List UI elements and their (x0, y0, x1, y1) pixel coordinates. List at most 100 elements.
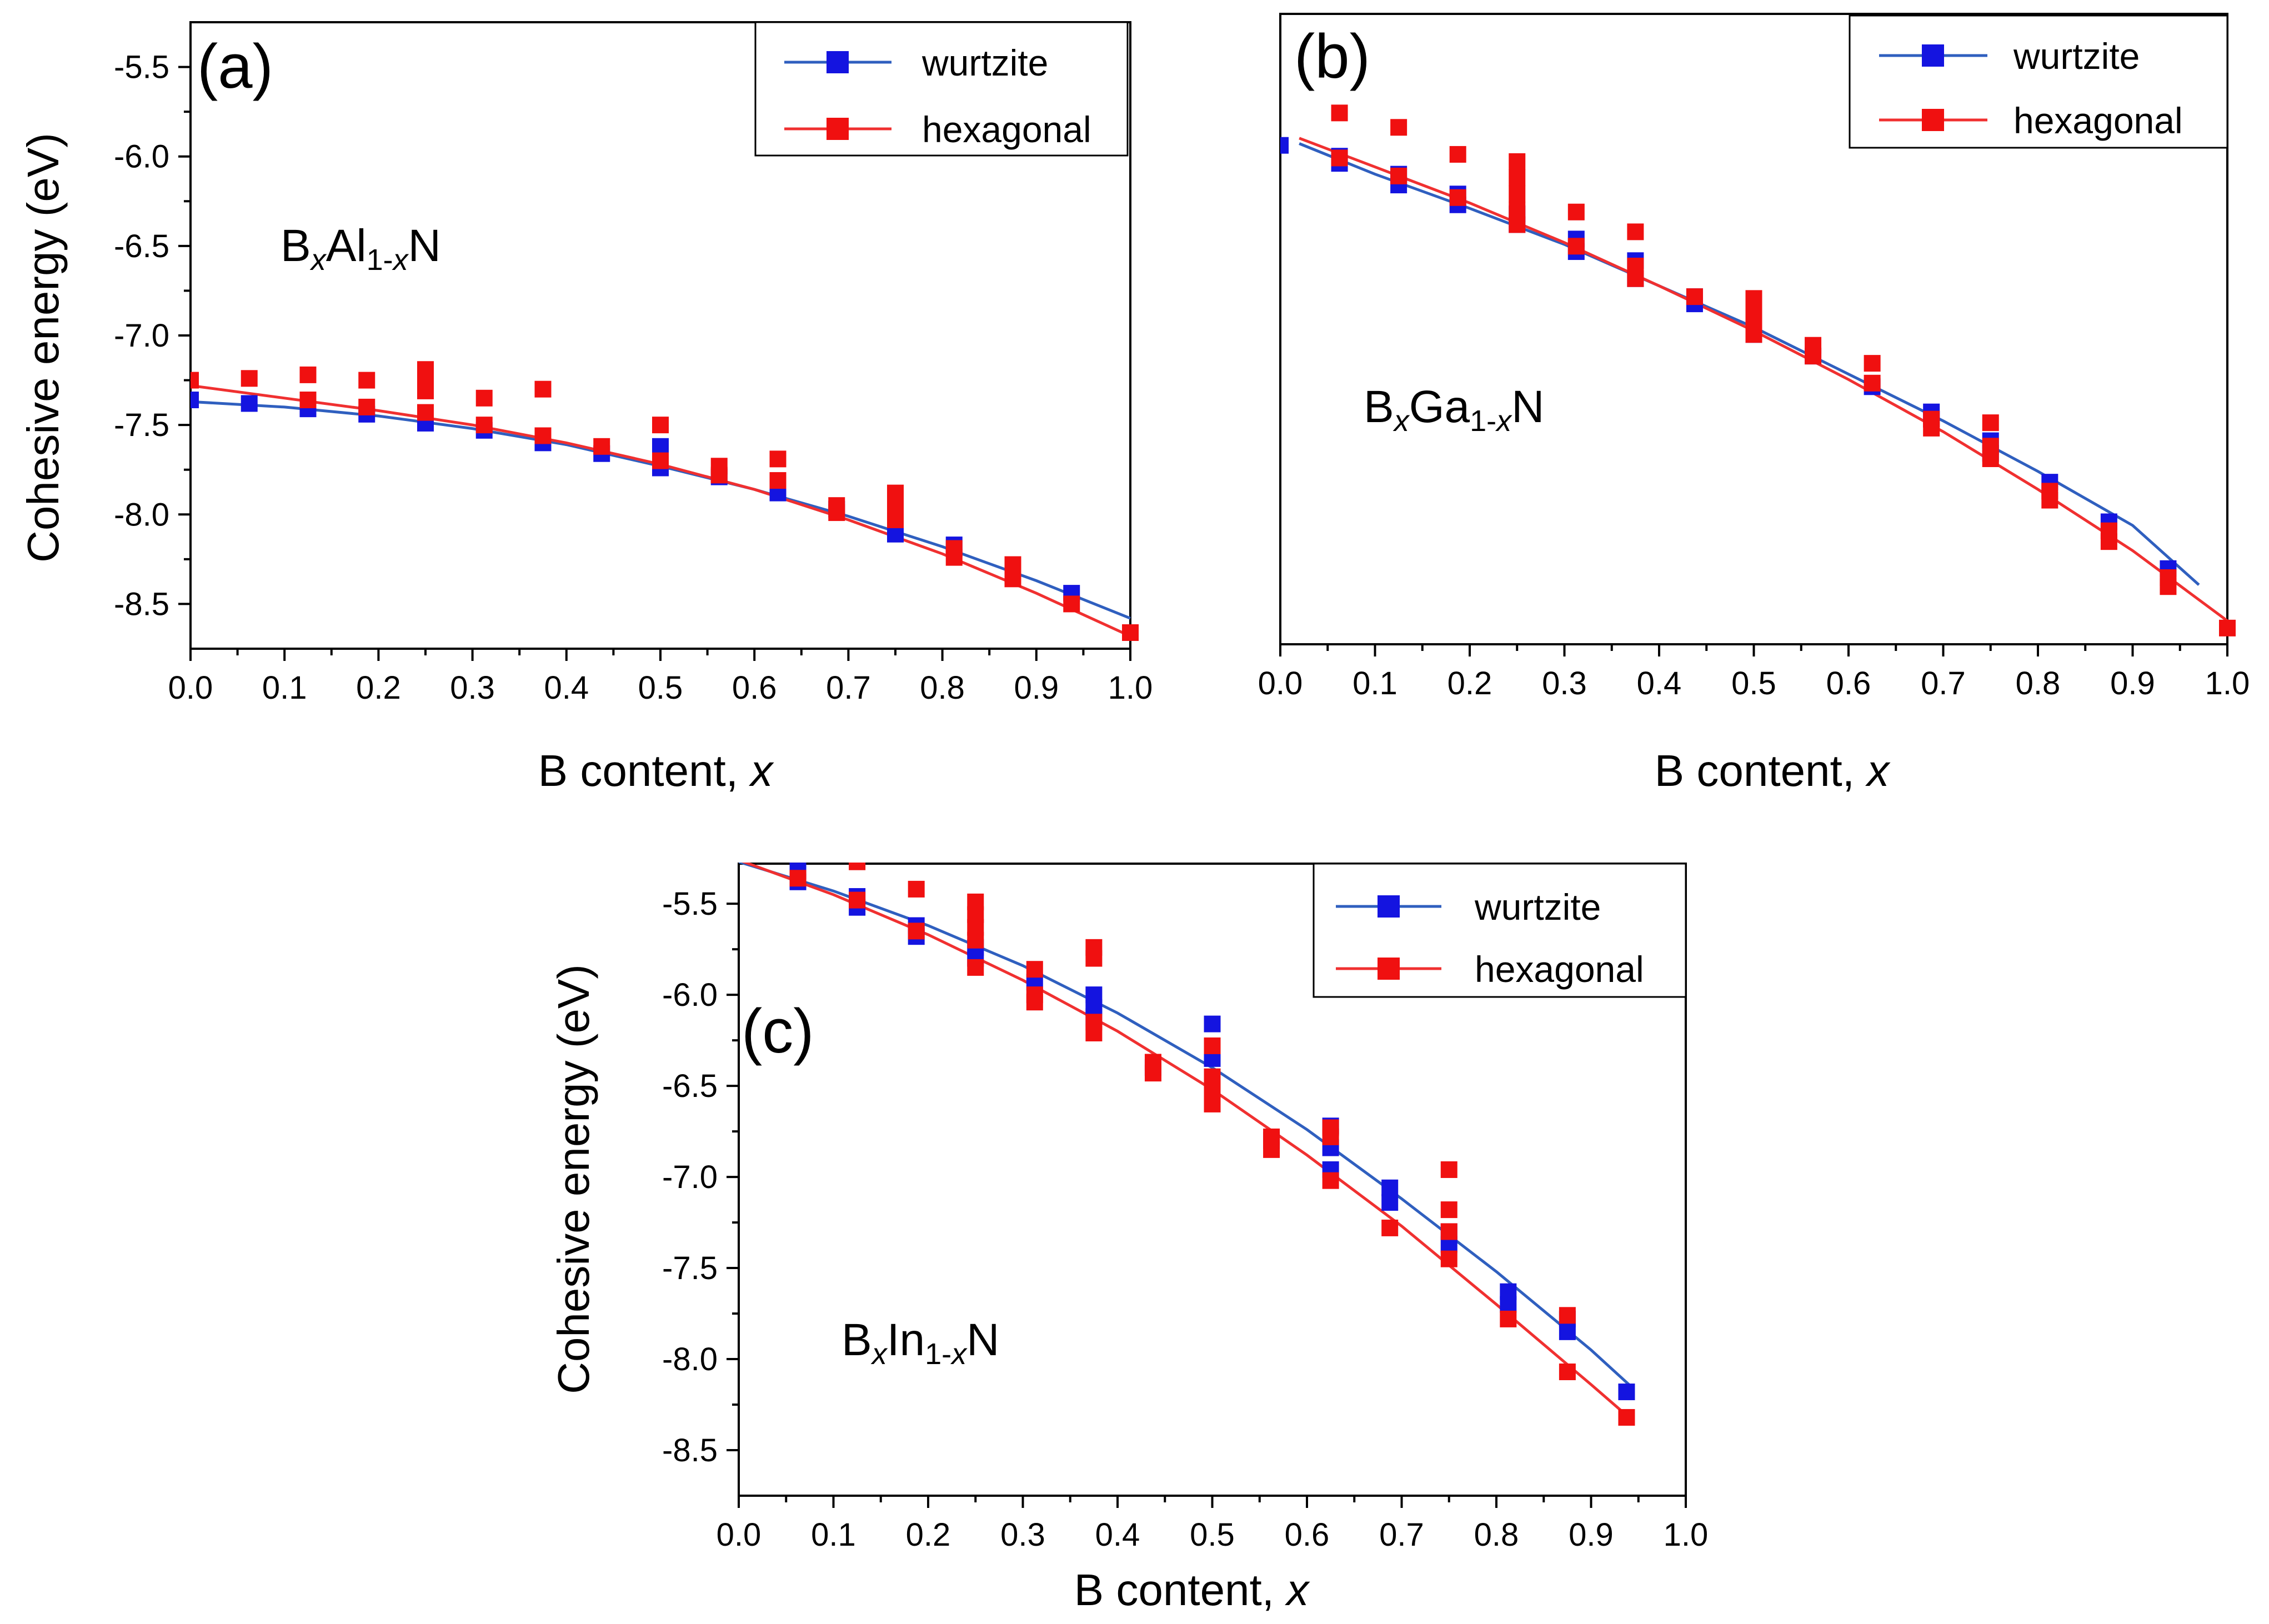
panel-a-xlabel: B content, x (538, 746, 774, 795)
panel-c-xtick-label: 0.7 (1379, 1517, 1424, 1553)
panel-b-xtick-label: 0.6 (1826, 665, 1871, 701)
panel-a-point-hexagonal (945, 549, 963, 566)
panel-a-compound-base: B (281, 220, 311, 271)
panel-a-ytick-label: -7.0 (114, 318, 169, 354)
panel-b-compound-base: B (1364, 382, 1394, 432)
panel-c-ytick-label: -6.0 (662, 977, 718, 1013)
panel-a-xlabel-text: B content, (538, 746, 750, 795)
panel-b-markers (1280, 104, 2236, 636)
panel-c-point-hexagonal (1381, 1219, 1399, 1236)
panel-a-compound-x2: x (392, 243, 409, 277)
panel-c-point-hexagonal (1204, 1037, 1221, 1054)
panel-c-xtick-label: 0.8 (1474, 1517, 1519, 1553)
panel-a-point-hexagonal (1122, 624, 1139, 641)
panel-c-chart: 0.0 0.1 0.2 0.3 0.4 0.5 0.6 0.7 0.8 0.9 1.0 -5.5 -6.… (549, 863, 1708, 1615)
panel-b-point-hexagonal (1627, 270, 1644, 287)
panel-b-point-hexagonal (1627, 223, 1644, 240)
panel-c-ytick-label: -7.5 (662, 1250, 718, 1286)
panel-c-compound: BxIn1-xN (842, 1315, 999, 1371)
panel-a-ytick-label: -5.5 (114, 49, 169, 86)
panel-b-point-hexagonal (1331, 149, 1348, 167)
panel-c-point-wurtzite (1381, 1179, 1399, 1196)
panel-b-xtick-label: 0.8 (2016, 665, 2061, 701)
panel-c-point-hexagonal (1322, 1172, 1339, 1189)
panel-b-point-hexagonal (1864, 355, 1881, 372)
panel-a-point-hexagonal (358, 398, 375, 415)
panel-b-axes: 0.0 0.1 0.2 0.3 0.4 0.5 0.6 0.7 0.8 0.9 1.0 (1258, 13, 2250, 701)
panel-c-point-hexagonal (908, 923, 925, 940)
panel-b-point-hexagonal (1509, 169, 1526, 187)
panel-c-point-hexagonal (1559, 1363, 1576, 1380)
panel-b-point-hexagonal (2041, 492, 2058, 509)
panel-a-compound: BxAl1-xN (281, 220, 441, 277)
panel-a-xtick-label: 0.2 (356, 670, 401, 706)
panel-c-legend-hexagonal-marker (1378, 958, 1400, 980)
panel-b-point-hexagonal (2160, 578, 2177, 595)
panel-b-xtick-label: 0.4 (1637, 665, 1682, 701)
panel-a-point-wurtzite (241, 395, 258, 412)
panel-b-legend-hexagonal-marker (1922, 109, 1944, 131)
panel-a-xtick-label: 1.0 (1108, 670, 1153, 706)
panel-a-compound-tail: N (408, 220, 441, 271)
panel-c-point-hexagonal (1618, 1409, 1635, 1426)
panel-a-point-hexagonal (417, 404, 434, 421)
panel-a-xtick-label: 0.1 (262, 670, 307, 706)
panel-c-point-hexagonal (908, 880, 925, 898)
panel-b-point-hexagonal (1864, 374, 1881, 392)
panel-c-compound-tail: N (966, 1315, 999, 1365)
panel-a-legend: wurtzite hexagonal (754, 21, 1129, 157)
panel-c-point-wurtzite (1381, 1194, 1399, 1211)
panel-b-compound-x2: x (1495, 404, 1512, 438)
panel-c-legend-wurtzite-label: wurtzite (1474, 886, 1601, 928)
panel-c-compound-sub: 1- (925, 1337, 951, 1371)
panel-c-point-hexagonal (789, 870, 807, 887)
panel-b-point-hexagonal (2219, 619, 2236, 636)
panel-b-legend-hexagonal-label: hexagonal (2013, 100, 2183, 141)
panel-c-point-hexagonal (1440, 1223, 1457, 1240)
panel-c-legend-box (1313, 863, 1687, 998)
panel-b-legend-wurtzite-label: wurtzite (2013, 36, 2140, 77)
panel-b-point-hexagonal (1982, 450, 1999, 467)
panel-b-xtick-label: 1.0 (2205, 665, 2250, 701)
panel-b-xtick-label: 0.5 (1731, 665, 1776, 701)
panel-b-point-hexagonal (1390, 167, 1408, 184)
panel-a-point-hexagonal (1004, 570, 1021, 588)
panel-a-xtick-label: 0.7 (826, 670, 871, 706)
panel-a-point-hexagonal (593, 438, 610, 455)
panel-a-legend-hexagonal-label: hexagonal (922, 109, 1091, 150)
panel-c-point-hexagonal (1322, 1128, 1339, 1145)
panel-c-compound-x2: x (950, 1337, 968, 1371)
panel-a-point-hexagonal (1004, 556, 1021, 573)
panel-a-point-hexagonal (828, 504, 845, 522)
panel-a-point-hexagonal (652, 417, 669, 434)
panel-a-point-hexagonal (887, 484, 904, 502)
panel-b-point-hexagonal (1923, 419, 1940, 437)
panel-c-point-hexagonal (1440, 1201, 1457, 1219)
panel-c-xlabel: B content, x (1074, 1565, 1310, 1615)
panel-c-xtick-label: 0.1 (811, 1517, 856, 1553)
panel-c-ytick-label: -8.0 (662, 1341, 718, 1377)
panel-a-xtick-label: 0.9 (1014, 670, 1059, 706)
panel-b-point-hexagonal (1331, 104, 1348, 122)
panel-c-point-wurtzite (1500, 1296, 1517, 1313)
panel-a-axes: 0.0 0.1 0.2 0.3 0.4 0.5 0.6 0.7 0.8 0.9 1.0 -5.5 -6.… (114, 21, 1153, 706)
panel-a-ytick-label: -8.0 (114, 497, 169, 533)
panel-c-xtick-label: 0.6 (1285, 1517, 1330, 1553)
panel-a-xtick-label: 0.0 (168, 670, 213, 706)
panel-b-compound-tail: N (1511, 382, 1544, 432)
panel-b-xtick-label: 0.3 (1542, 665, 1587, 701)
panel-b-point-hexagonal (1509, 216, 1526, 233)
panel-c-point-wurtzite (1618, 1384, 1635, 1401)
panel-b-compound-el: Ga (1409, 382, 1470, 432)
panel-b-point-hexagonal (1805, 348, 1822, 365)
panel-a-point-hexagonal (475, 389, 493, 407)
panel-b-compound: BxGa1-xN (1364, 382, 1544, 438)
panel-b-compound-sub: 1- (1470, 404, 1496, 438)
panel-a-xtick-label: 0.8 (920, 670, 965, 706)
panel-c-point-hexagonal (849, 891, 866, 909)
panel-b-xtick-label: 0.9 (2110, 665, 2155, 701)
panel-c-point-hexagonal (1026, 994, 1043, 1011)
panel-b-point-hexagonal (1449, 146, 1466, 163)
